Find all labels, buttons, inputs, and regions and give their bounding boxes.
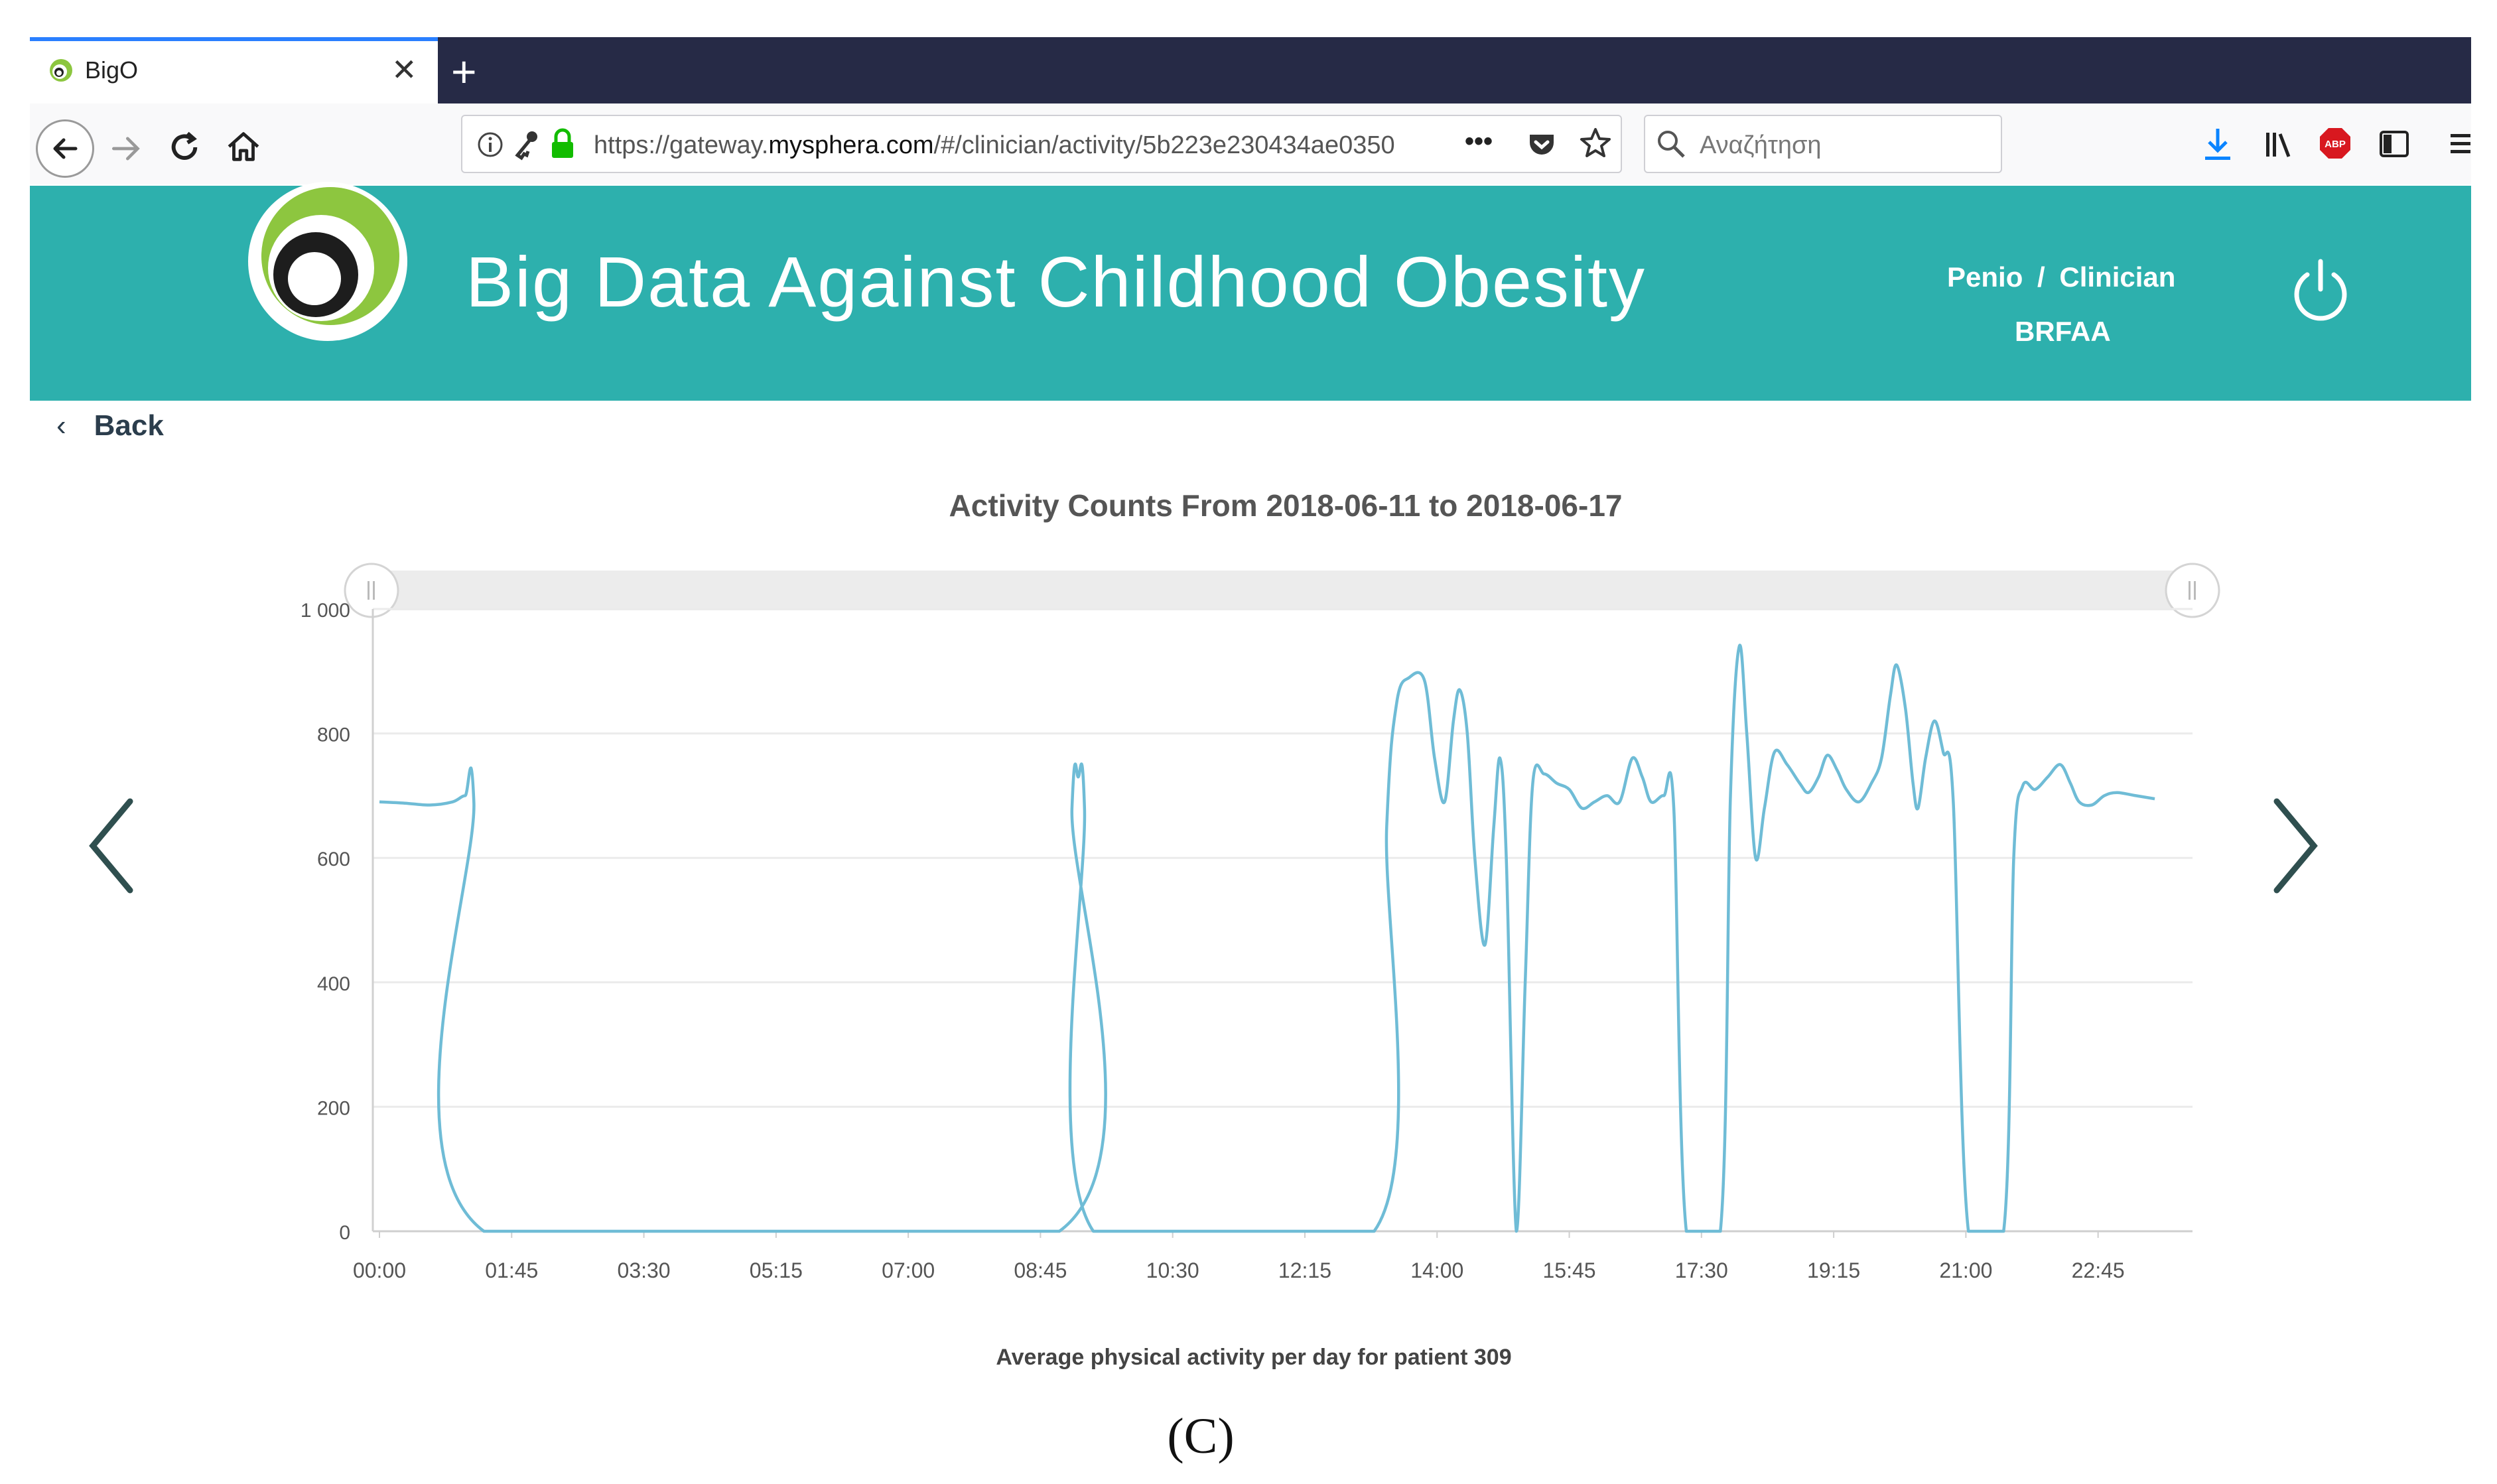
power-icon[interactable]	[2287, 255, 2354, 328]
x-tick-label: 22:45	[2072, 1258, 2125, 1282]
y-tick-label: 0	[339, 1222, 350, 1244]
chevron-right-icon[interactable]	[2269, 796, 2322, 896]
bigo-logo	[248, 182, 407, 341]
x-tick-label: 12:15	[1278, 1258, 1331, 1282]
reload-icon[interactable]	[166, 129, 203, 166]
browser-tab[interactable]	[30, 37, 438, 106]
chart-title: Activity Counts From 2018-06-11 to 2018-…	[949, 488, 1623, 523]
chevron-left-icon: ‹	[56, 409, 66, 442]
home-icon[interactable]	[224, 127, 263, 166]
tab-title: BigO	[85, 56, 139, 84]
new-tab-button[interactable]: +	[451, 47, 477, 96]
app-header	[30, 186, 2471, 401]
user-role-label: Clinician	[2059, 261, 2176, 293]
adblock-icon[interactable]: ABP	[2318, 126, 2352, 161]
y-tick-label: 600	[317, 848, 350, 870]
y-tick-label: 400	[317, 973, 350, 995]
x-tick-label: 05:15	[750, 1258, 803, 1282]
range-slider-track[interactable]	[371, 571, 2193, 610]
app-title: Big Data Against Childhood Obesity	[466, 241, 1647, 322]
back-link[interactable]: ‹ Back	[56, 406, 164, 446]
url-text[interactable]: https://gateway.mysphera.com/#/clinician…	[594, 131, 1395, 159]
x-tick-label: 01:45	[485, 1258, 538, 1282]
x-tick-label: 14:00	[1410, 1258, 1463, 1282]
x-tick-label: 03:30	[618, 1258, 671, 1282]
chart-caption: Average physical activity per day for pa…	[996, 1345, 1512, 1370]
sidebar-icon[interactable]	[2378, 127, 2411, 161]
x-tick-label: 08:45	[1014, 1258, 1067, 1282]
x-tick-label: 17:30	[1675, 1258, 1728, 1282]
chevron-left-icon[interactable]	[85, 796, 138, 896]
tab-close-icon[interactable]: ✕	[391, 52, 417, 87]
key-icon[interactable]	[512, 129, 541, 161]
x-tick-label: 07:00	[882, 1258, 935, 1282]
x-tick-label: 00:00	[353, 1258, 406, 1282]
forward-arrow-icon[interactable]	[107, 130, 145, 167]
menu-icon[interactable]	[2451, 129, 2470, 159]
page-actions-icon[interactable]: •••	[1465, 127, 1493, 156]
x-axis-ticks: 00:00 01:45 03:30 05:15 07:00 08:45 10:30 12:15…	[353, 1231, 2125, 1282]
y-tick-label: 800	[317, 724, 350, 746]
x-tick-label: 10:30	[1146, 1258, 1199, 1282]
y-tick-label: 1 000	[301, 600, 350, 622]
user-role-separator: /	[2037, 261, 2045, 293]
library-icon[interactable]	[2262, 127, 2295, 161]
series-line-activity	[379, 643, 2155, 1233]
user-name: Penio	[1947, 261, 2023, 293]
y-axis-ticks: 0 200 400 600 800 1 000	[301, 600, 350, 1244]
figure-panel-label: (C)	[1167, 1408, 1235, 1464]
x-tick-label: 19:15	[1807, 1258, 1860, 1282]
search-placeholder: Αναζήτηση	[1700, 131, 1822, 159]
organization-label: BRFAA	[2015, 316, 2111, 347]
x-tick-label: 21:00	[1939, 1258, 1992, 1282]
url-bar[interactable]	[461, 115, 1622, 173]
bigo-favicon-icon	[50, 59, 72, 82]
back-link-label: Back	[94, 409, 164, 442]
back-arrow-icon[interactable]	[36, 119, 94, 178]
svg-text:ABP: ABP	[2325, 139, 2346, 150]
range-slider-handle-left[interactable]	[344, 563, 399, 618]
pocket-icon[interactable]	[1526, 128, 1558, 160]
info-icon[interactable]	[476, 130, 505, 159]
y-tick-label: 200	[317, 1097, 350, 1119]
grid-lines	[373, 608, 2193, 1233]
lock-icon	[552, 128, 573, 158]
range-slider-handle-right[interactable]	[2165, 563, 2220, 618]
download-icon[interactable]	[2201, 126, 2234, 163]
user-role: Penio / Clinician	[1947, 260, 2175, 295]
search-icon	[1658, 131, 1685, 158]
search-input[interactable]	[1644, 115, 2002, 173]
bookmark-star-icon[interactable]	[1579, 127, 1612, 160]
x-tick-label: 15:45	[1542, 1258, 1595, 1282]
